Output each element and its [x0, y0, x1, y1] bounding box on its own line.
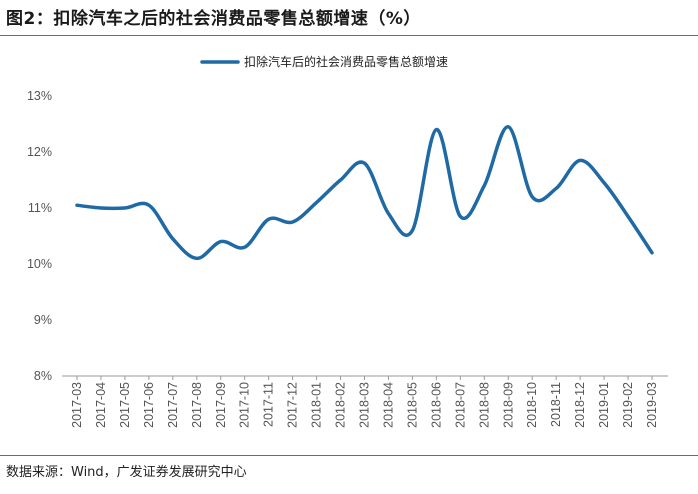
y-tick-label: 10% [27, 257, 52, 271]
data-point [99, 206, 103, 210]
data-point [243, 246, 246, 249]
title-divider [0, 35, 698, 36]
y-tick-label: 13% [27, 89, 52, 103]
x-tick-label: 2017-08 [190, 382, 204, 428]
x-tick-label: 2019-01 [597, 382, 611, 428]
figure-title: 图2：扣除汽车之后的社会消费品零售总额增速（%） [6, 9, 421, 29]
x-tick-label: 2017-10 [238, 382, 252, 428]
data-point [195, 257, 198, 260]
series-line [75, 125, 654, 261]
data-point [650, 251, 654, 254]
x-tick-label: 2018-07 [453, 382, 467, 428]
x-tick-label: 2018-10 [525, 382, 539, 428]
footer-divider [0, 455, 698, 456]
x-tick-label: 2017-04 [94, 382, 108, 428]
x-tick-label: 2018-12 [573, 382, 587, 428]
y-tick-label: 9% [34, 313, 52, 327]
x-tick-label: 2018-05 [405, 382, 419, 428]
data-point [578, 159, 582, 162]
data-point [459, 215, 462, 218]
x-tick-label: 2017-09 [214, 382, 228, 428]
legend: 扣除汽车后的社会消费品零售总额增速 [200, 54, 448, 69]
data-point [363, 162, 366, 165]
data-point [387, 212, 390, 215]
x-tick-label: 2018-09 [501, 382, 515, 428]
x-tick-label: 2017-05 [118, 382, 132, 428]
y-tick-label: 12% [27, 145, 52, 159]
x-tick-label: 2018-03 [358, 382, 372, 428]
plot-area [75, 125, 654, 261]
data-point [171, 237, 175, 240]
x-tick-label: 2017-03 [70, 382, 84, 428]
data-point [219, 240, 222, 243]
data-point [483, 184, 486, 187]
data-point [507, 125, 510, 128]
data-point [554, 187, 558, 190]
y-tick-label: 8% [34, 369, 52, 383]
x-tick-label: 2019-03 [645, 382, 659, 428]
data-point [315, 201, 318, 204]
data-point [435, 128, 438, 131]
x-tick-label: 2018-02 [334, 382, 348, 428]
x-tick-label: 2018-06 [429, 382, 443, 428]
x-tick-label: 2019-02 [621, 382, 635, 428]
data-point [411, 229, 414, 232]
x-tick-label: 2017-06 [142, 382, 156, 428]
x-tick-label: 2018-01 [310, 382, 324, 428]
data-point [267, 218, 270, 221]
data-point [531, 195, 534, 198]
data-point [602, 181, 606, 184]
x-tick-label: 2018-08 [477, 382, 491, 428]
data-point [123, 206, 127, 210]
data-point [626, 215, 630, 218]
x-tick-label: 2018-11 [549, 382, 563, 427]
legend-label: 扣除汽车后的社会消费品零售总额增速 [244, 54, 448, 69]
data-point [291, 220, 294, 224]
data-point [75, 204, 79, 207]
x-tick-label: 2018-04 [381, 382, 395, 428]
x-tick-label: 2017-07 [166, 382, 180, 428]
data-point [147, 204, 151, 207]
x-tick-label: 2017-12 [286, 382, 300, 428]
data-point [339, 178, 342, 182]
y-tick-label: 11% [28, 201, 52, 215]
source-note: 数据来源：Wind，广发证券发展研究中心 [6, 465, 247, 480]
axes: 13% 12% 11% 10% 9% 8% 2017-03 2017-04 2017-05 201… [27, 89, 668, 428]
x-tick-label: 2017-11 [262, 382, 276, 427]
